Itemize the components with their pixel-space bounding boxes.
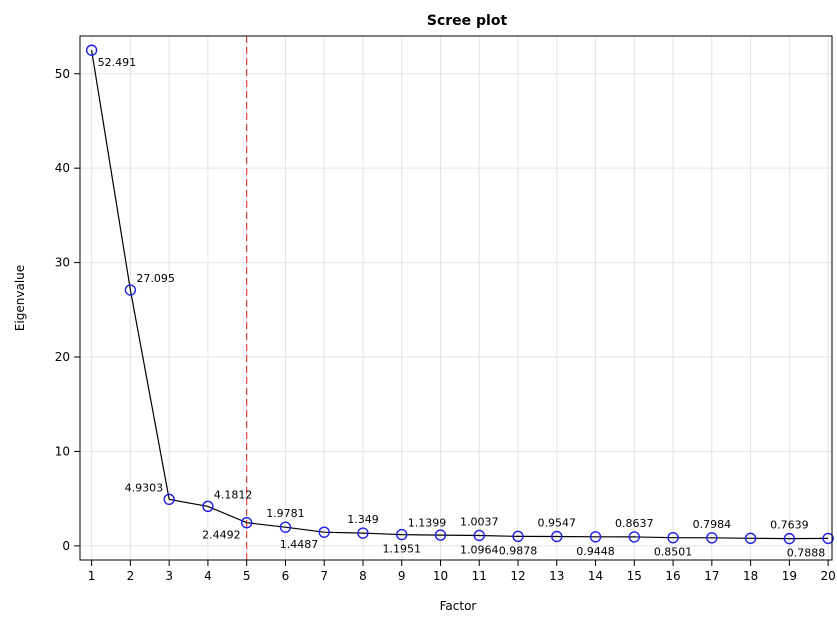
x-tick-label: 14 [588,569,603,583]
y-tick-label: 30 [55,256,70,270]
y-tick-label: 50 [55,67,70,81]
x-tick-label: 13 [549,569,564,583]
data-point [163,493,175,505]
x-tick-label: 11 [472,569,487,583]
data-label: 1.0037 [460,515,499,528]
data-label: 52.491 [98,56,137,69]
data-point [434,529,447,541]
series-group [85,44,834,545]
data-label: 1.0964 [460,543,499,556]
x-tick-label: 17 [704,569,719,583]
x-tick-label: 20 [820,569,835,583]
data-point [822,532,834,545]
data-label: 1.349 [347,513,379,526]
x-tick-label: 2 [127,569,135,583]
data-label-group: 52.491 27.095 4.9303 4.1812 2.4492 1.9781 1.44… [98,56,826,559]
x-tick-label: 3 [165,569,173,583]
data-point [473,529,485,542]
data-point [357,527,369,539]
grid-lines [80,36,832,560]
x-axis-label: Factor [440,599,477,613]
data-point [589,531,602,543]
data-label: 1.9781 [266,507,305,520]
series-line [91,50,829,540]
x-tick-label: 19 [782,569,797,583]
data-label: 1.4487 [280,538,319,551]
x-tick-label: 12 [510,569,525,583]
data-label: 0.8501 [654,546,693,559]
tick-group: 1 2 3 4 5 6 7 8 9 10 11 12 13 14 15 16 17 18 19 20010203040… [55,67,836,583]
data-point [512,530,524,543]
data-label: 0.7984 [693,518,732,531]
data-point [667,531,679,544]
x-tick-label: 4 [204,569,212,583]
data-point [551,530,563,543]
data-point [202,500,214,513]
x-tick-label: 8 [359,569,367,583]
x-tick-label: 6 [282,569,290,583]
plot-frame [79,35,833,561]
data-label: 0.9878 [499,544,538,557]
data-point [706,532,718,544]
data-label: 2.4492 [202,529,241,542]
data-label: 1.1951 [382,543,421,556]
data-label: 4.1812 [214,488,253,501]
x-tick-label: 7 [320,569,328,583]
y-tick-label: 0 [62,539,70,553]
x-tick-label: 15 [627,569,642,583]
data-point [240,517,253,529]
data-label: 0.7639 [770,519,809,532]
y-tick-label: 10 [55,444,70,458]
x-tick-label: 18 [743,569,758,583]
x-tick-label: 9 [398,569,406,583]
y-tick-label: 20 [55,350,70,364]
data-point [396,528,408,541]
data-point [85,44,98,56]
data-label: 0.7888 [787,546,826,559]
data-point [628,531,641,543]
x-tick-label: 16 [665,569,680,583]
data-label: 1.1399 [408,517,447,530]
data-point [124,284,137,296]
chart-title: Scree plot [427,13,508,29]
x-tick-label: 5 [243,569,251,583]
data-label: 27.095 [136,272,175,285]
data-point [318,526,330,538]
data-label: 4.9303 [125,481,164,494]
data-label: 0.9448 [576,545,615,558]
y-tick-label: 40 [55,161,70,175]
plot-border [79,35,833,561]
data-label: 0.8637 [615,517,654,530]
x-tick-label: 1 [88,569,96,583]
data-label: 0.9547 [538,517,577,530]
y-axis-label: Eigenvalue [13,265,27,331]
data-point [783,532,796,545]
data-point [744,532,757,544]
data-point [279,521,292,533]
x-tick-label: 10 [433,569,448,583]
